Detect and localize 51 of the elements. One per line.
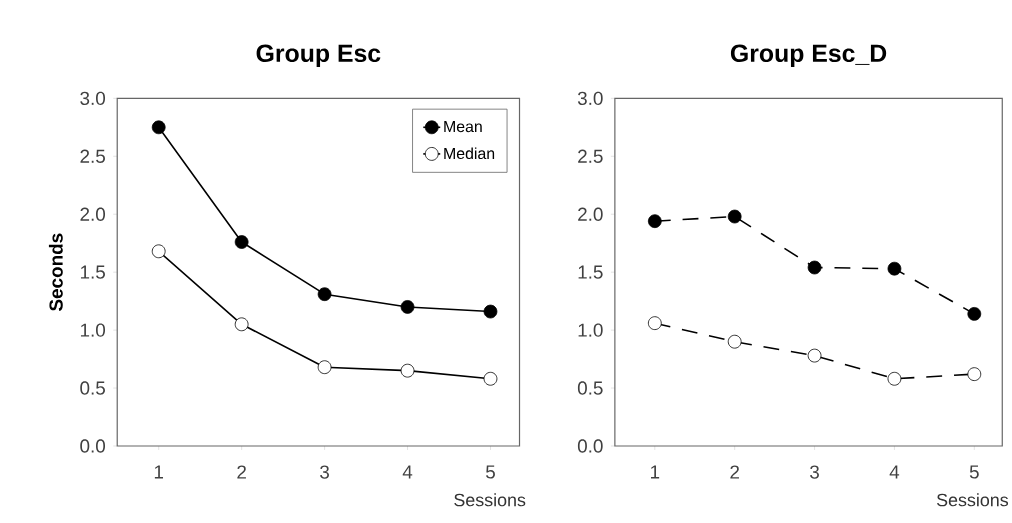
- y-axis-title: Seconds: [48, 233, 63, 311]
- x-tick-label: 1: [154, 465, 164, 479]
- y-tick-label: 1.0: [80, 323, 106, 337]
- y-tick-label: 2.0: [80, 207, 106, 221]
- y-tick-label: 0.0: [577, 439, 603, 453]
- point: [151, 120, 166, 134]
- chart-title: Group Esc_D: [730, 44, 887, 67]
- x-tick-label: 5: [485, 465, 495, 479]
- point: [807, 260, 822, 275]
- y-tick-label: 2.5: [80, 149, 105, 163]
- x-axis-title: Sessions: [454, 492, 526, 507]
- x-tick-label: 5: [969, 465, 979, 479]
- y-tick-label: 1.5: [578, 265, 603, 279]
- y-tick-label: 1.0: [578, 323, 603, 337]
- point: [727, 334, 742, 349]
- y-tick-label: 2.5: [578, 149, 603, 163]
- point: [317, 287, 332, 301]
- point: [234, 317, 249, 331]
- x-tick-label: 3: [810, 465, 819, 479]
- point: [400, 299, 415, 314]
- x-tick-label: 4: [889, 465, 900, 479]
- point: [483, 304, 498, 319]
- point: [400, 363, 415, 378]
- x-axis-title: Sessions: [936, 492, 1009, 507]
- legend-label: Mean: [444, 120, 482, 132]
- point: [234, 234, 249, 249]
- point: [483, 371, 498, 386]
- x-tick-label: 3: [320, 465, 329, 479]
- legend-label: Median: [444, 147, 495, 159]
- point: [317, 360, 332, 374]
- x-tick-label: 4: [402, 465, 413, 479]
- y-tick-label: 3.0: [577, 91, 603, 105]
- point: [647, 214, 662, 228]
- point: [807, 348, 822, 363]
- y-tick-label: 2.0: [578, 207, 603, 221]
- point: [887, 261, 902, 276]
- point: [967, 306, 982, 321]
- y-tick-label: 0.5: [577, 381, 603, 395]
- y-tick-label: 1.5: [80, 265, 105, 279]
- x-tick-label: 2: [237, 465, 246, 479]
- chart-title: Group Esc: [256, 44, 381, 67]
- point: [967, 367, 982, 381]
- y-tick-label: 3.0: [80, 91, 106, 105]
- point: [151, 244, 166, 258]
- point: [727, 209, 742, 224]
- x-tick-label: 2: [730, 465, 739, 479]
- point: [647, 316, 662, 330]
- x-tick-label: 1: [651, 465, 660, 479]
- point: [887, 371, 902, 386]
- y-tick-label: 0.5: [80, 381, 105, 395]
- y-tick-label: 0.0: [80, 439, 106, 453]
